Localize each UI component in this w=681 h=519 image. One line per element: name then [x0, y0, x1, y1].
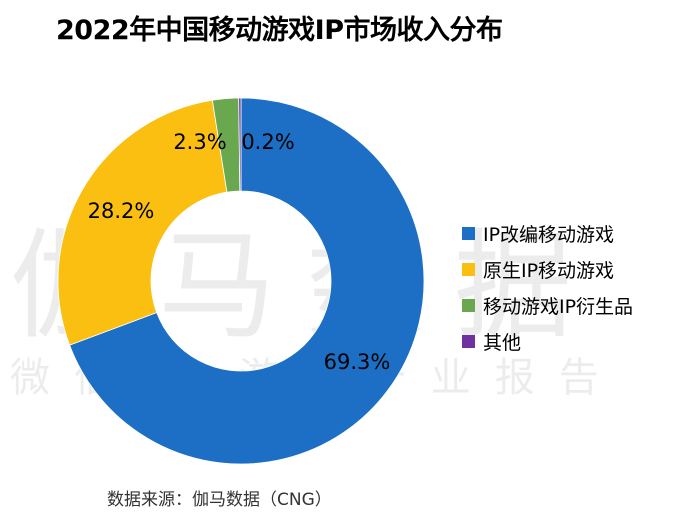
legend-label-original-ip: 原生IP移动游戏	[483, 259, 615, 282]
data-label-ip-derivatives: 2.3%	[173, 130, 226, 154]
legend-swatch-ip-derivatives	[462, 298, 475, 312]
legend-swatch-other	[462, 334, 475, 348]
data-label-other: 0.2%	[241, 130, 294, 154]
data-label-original-ip: 28.2%	[88, 199, 155, 223]
source-note: 数据来源：伽马数据（CNG）	[107, 490, 332, 510]
legend-label-ip-adapted: IP改编移动游戏	[483, 223, 615, 246]
legend-swatch-ip-adapted	[462, 226, 475, 240]
legend: IP改编移动游戏 原生IP移动游戏 移动游戏IP衍生品 其他	[462, 222, 633, 366]
slice-other	[238, 97, 242, 192]
data-label-ip-adapted: 69.3%	[324, 350, 391, 374]
slice-ip-adapted	[69, 97, 425, 465]
chart-title: 2022年中国移动游戏IP市场收入分布	[56, 15, 503, 46]
legend-label-ip-derivatives: 移动游戏IP衍生品	[483, 295, 634, 318]
legend-label-other: 其他	[483, 331, 522, 354]
legend-item-ip-derivatives: 移动游戏IP衍生品	[462, 294, 634, 318]
legend-swatch-original-ip	[462, 262, 475, 276]
legend-item-original-ip: 原生IP移动游戏	[462, 258, 633, 282]
slice-original-ip	[57, 99, 228, 346]
legend-item-ip-adapted: IP改编移动游戏	[462, 222, 633, 246]
legend-item-other: 其他	[462, 330, 633, 354]
